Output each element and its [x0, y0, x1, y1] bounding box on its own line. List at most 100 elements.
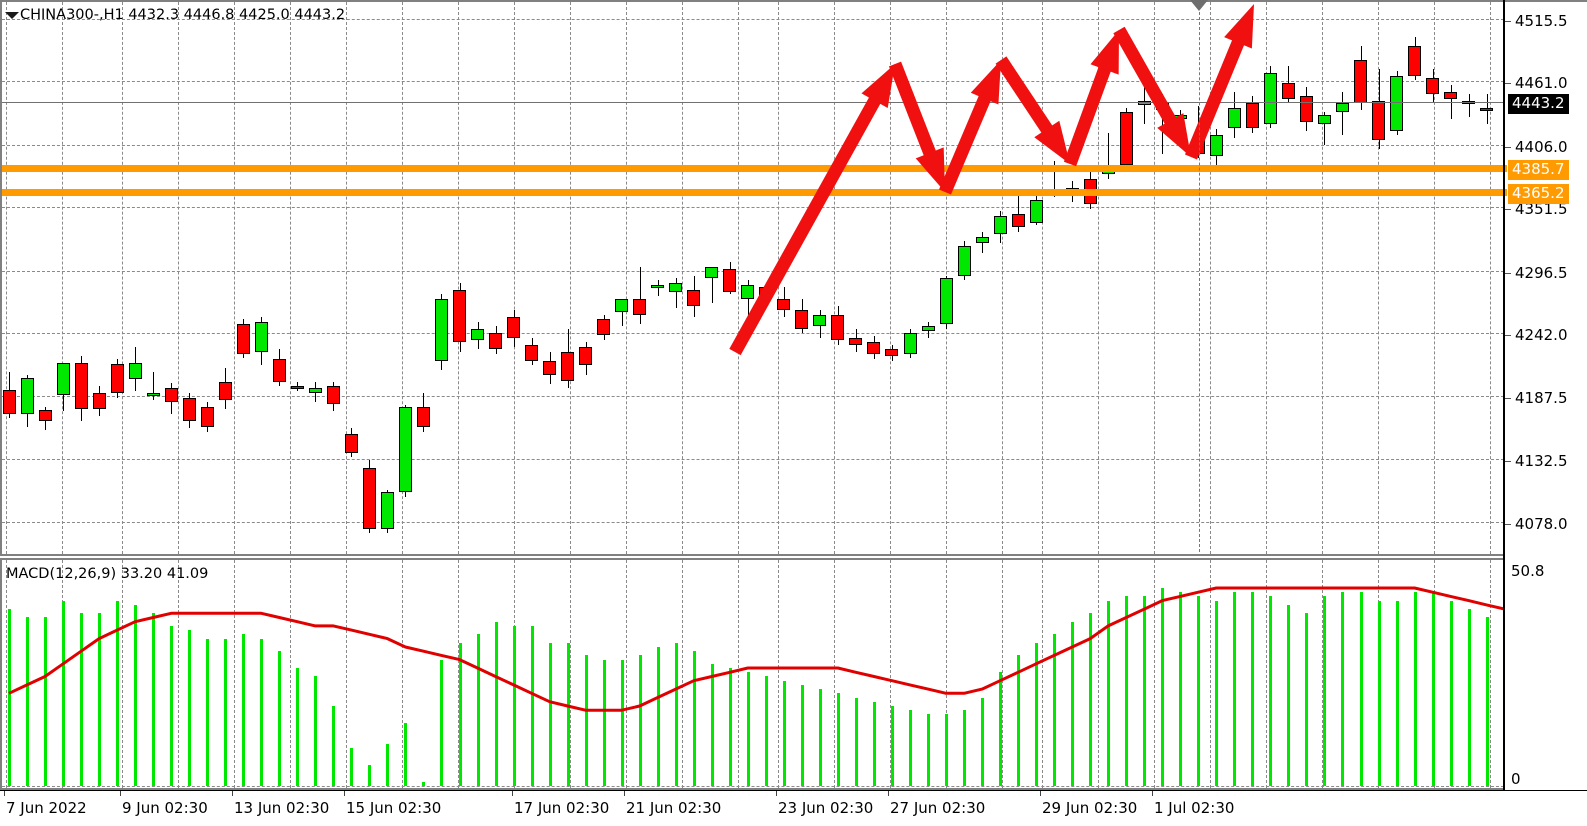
candle-body-bullish	[669, 282, 682, 292]
candle-body-bullish	[922, 326, 935, 331]
candle-body-bearish	[1120, 112, 1133, 166]
candle-body-bearish	[3, 389, 16, 414]
price-vertical-gridline	[834, 2, 835, 554]
price-level-tag-2[interactable]: 4365.2	[1508, 183, 1569, 204]
time-axis-label: 29 Jun 02:30	[1042, 799, 1138, 817]
price-level-tag-1[interactable]: 4385.7	[1508, 159, 1569, 180]
price-axis[interactable]: 4515.5 4461.0 4406.0 4351.5 4296.5 4242.0 4187…	[1505, 0, 1587, 558]
price-chart-panel[interactable]	[0, 0, 1507, 556]
candle-body-bearish	[183, 397, 196, 421]
triangle-down-marker-icon[interactable]	[1190, 0, 1208, 11]
macd-histogram-bar	[386, 743, 389, 786]
macd-histogram-bar	[711, 663, 714, 786]
price-vertical-gridline	[1154, 2, 1155, 554]
candle-body-bearish	[507, 317, 520, 338]
macd-histogram-bar	[1414, 592, 1417, 786]
macd-histogram-bar	[1215, 600, 1218, 786]
macd-vertical-gridline	[1098, 560, 1099, 788]
candle-wick	[640, 266, 641, 324]
current-price-tag: 4443.2	[1508, 93, 1569, 114]
candle-body-bullish	[147, 393, 160, 396]
macd-histogram-bar	[170, 625, 173, 786]
macd-vertical-gridline	[234, 560, 235, 788]
price-gridline	[2, 270, 1504, 272]
price-vertical-gridline	[346, 2, 347, 554]
price-axis-label: 4078.0	[1515, 514, 1568, 533]
price-vertical-gridline	[1002, 2, 1003, 554]
candle-body-bullish	[813, 314, 826, 327]
macd-histogram-bar	[693, 651, 696, 786]
macd-histogram-bar	[1017, 655, 1020, 786]
time-axis-label: 7 Jun 2022	[6, 799, 87, 817]
candle-body-bearish	[237, 324, 250, 354]
candle-wick	[1469, 94, 1470, 117]
candle-body-bearish	[219, 381, 232, 400]
macd-histogram-bar	[729, 668, 732, 786]
candle-body-bearish	[579, 347, 592, 366]
macd-vertical-gridline	[1154, 560, 1155, 788]
macd-histogram-bar	[1486, 617, 1489, 786]
macd-histogram-bar	[1287, 604, 1290, 786]
macd-histogram-bar	[1396, 600, 1399, 786]
price-vertical-gridline	[458, 2, 459, 554]
price-axis-label: 4242.0	[1515, 326, 1568, 345]
candle-body-bullish	[21, 378, 34, 414]
candle-body-bullish	[904, 333, 917, 354]
macd-histogram-bar	[585, 655, 588, 786]
macd-axis-top-label: 50.8	[1511, 562, 1545, 580]
macd-histogram-bar	[1125, 596, 1128, 786]
macd-histogram-bar	[657, 646, 660, 786]
price-vertical-gridline	[1266, 2, 1267, 554]
macd-histogram-bar	[513, 625, 516, 786]
macd-histogram-bar	[206, 638, 209, 786]
macd-histogram-bar	[1468, 609, 1471, 786]
macd-histogram-bar	[26, 617, 29, 786]
candle-body-bearish	[489, 333, 502, 350]
macd-histogram-bar	[404, 722, 407, 786]
candle-body-bearish	[1372, 100, 1385, 140]
macd-histogram-bar	[1233, 592, 1236, 786]
triangle-down-icon[interactable]	[5, 12, 19, 19]
candle-body-bearish	[1246, 103, 1259, 129]
macd-histogram-bar	[1161, 588, 1164, 786]
price-vertical-gridline	[178, 2, 179, 554]
macd-histogram-bar	[747, 672, 750, 786]
price-axis-label: 4515.5	[1515, 11, 1568, 30]
candle-wick	[1342, 91, 1343, 136]
price-vertical-gridline	[6, 2, 7, 554]
candle-wick	[712, 266, 713, 304]
macd-histogram-bar	[459, 642, 462, 786]
candle-body-bearish	[327, 386, 340, 405]
macd-histogram-bar	[440, 659, 443, 786]
price-gridline	[2, 81, 1504, 83]
macd-histogram-bar	[134, 604, 137, 786]
macd-vertical-gridline	[1266, 560, 1267, 788]
price-gridline	[2, 521, 1504, 523]
price-gridline	[2, 207, 1504, 209]
current-price-line	[2, 101, 1505, 103]
macd-vertical-gridline	[346, 560, 347, 788]
macd-histogram-bar	[224, 638, 227, 786]
macd-histogram-bar	[1053, 634, 1056, 786]
price-axis-tick	[1505, 83, 1511, 85]
macd-histogram-bar	[621, 659, 624, 786]
macd-indicator-panel[interactable]	[0, 558, 1505, 790]
candle-body-bullish	[1030, 199, 1043, 223]
macd-histogram-bar	[1179, 592, 1182, 786]
price-gridline	[2, 18, 1504, 20]
macd-histogram-bar	[350, 748, 353, 786]
price-gridline	[2, 333, 1504, 335]
time-axis[interactable]: 7 Jun 2022 9 Jun 02:30 13 Jun 02:30 15 Jun …	[0, 790, 1587, 826]
candle-body-bullish	[940, 278, 953, 324]
macd-histogram-bar	[116, 600, 119, 786]
price-level-line-1[interactable]	[2, 164, 1507, 172]
candle-body-bearish	[201, 406, 214, 428]
price-level-line-2[interactable]	[2, 188, 1507, 196]
candle-body-bearish	[723, 268, 736, 292]
macd-histogram-bar	[675, 642, 678, 786]
macd-histogram-bar	[603, 659, 606, 786]
macd-histogram-bar	[531, 625, 534, 786]
macd-vertical-gridline	[626, 560, 627, 788]
price-gridline	[2, 459, 1504, 461]
